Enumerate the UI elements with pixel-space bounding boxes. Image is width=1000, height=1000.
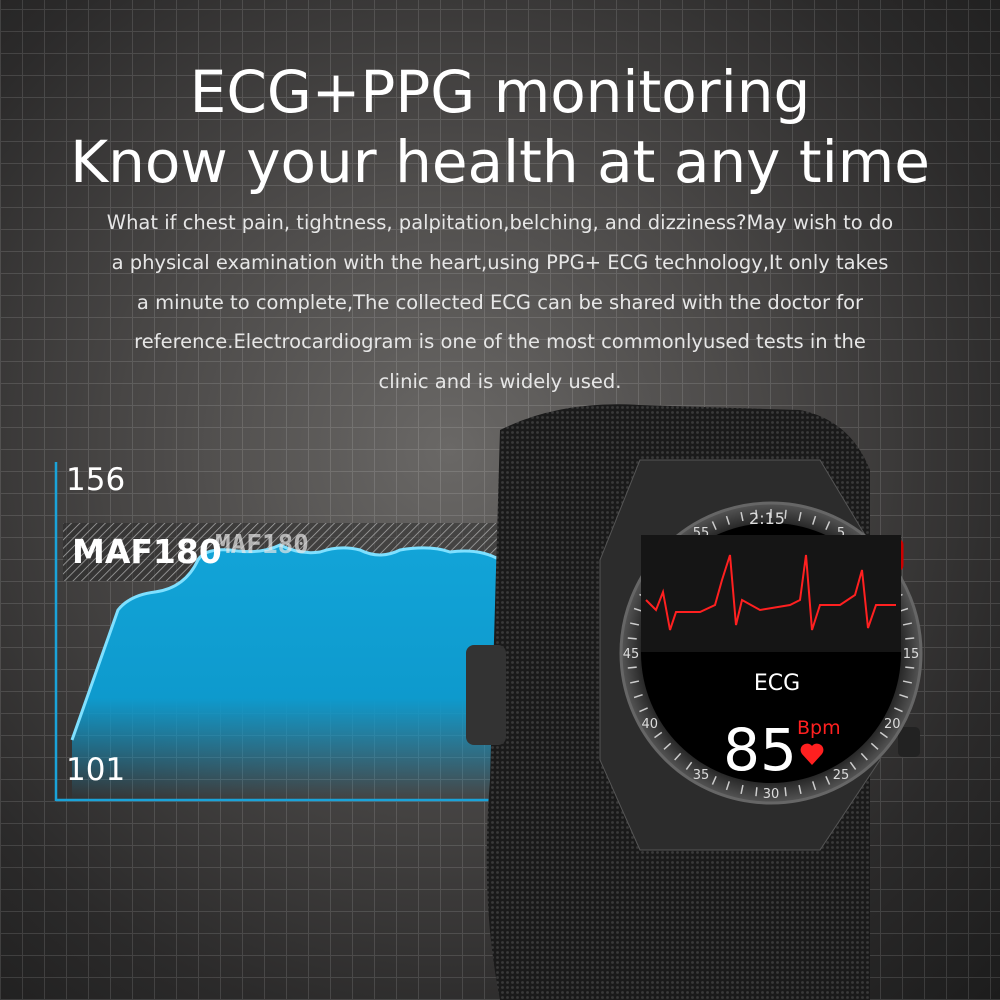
- bezel-tick: [740, 511, 744, 522]
- bezel-tick: [905, 666, 915, 669]
- bezel-number: 30: [763, 787, 780, 802]
- bezel-tick: [674, 752, 682, 761]
- heart-rate-unit: Bpm: [797, 717, 841, 739]
- strap-connector: [466, 645, 506, 745]
- bezel-tick: [627, 637, 637, 640]
- bezel-tick: [740, 784, 744, 795]
- bezel-tick: [870, 742, 879, 750]
- bezel-tick: [798, 784, 802, 795]
- bezel-tick: [627, 666, 637, 669]
- bezel-number: 45: [623, 647, 640, 662]
- bezel-tick: [902, 622, 913, 626]
- bezel-tick: [629, 622, 640, 626]
- y-max-label: 156: [66, 462, 126, 498]
- bezel-tick: [663, 742, 672, 750]
- bezel-tick: [725, 515, 730, 525]
- ecg-waveform: [645, 554, 896, 631]
- bezel-tick: [902, 680, 913, 684]
- bezel-number: 15: [903, 647, 920, 662]
- bezel-tick: [633, 694, 643, 699]
- bezel-tick: [860, 752, 868, 761]
- bezel-ticks: 510152025303540455055: [623, 509, 920, 802]
- bezel-tick: [784, 509, 787, 519]
- ppg-line: [70, 543, 501, 741]
- chart: MAF180: [54, 462, 503, 802]
- bezel-tick: [629, 680, 640, 684]
- bezel-tick: [812, 781, 817, 791]
- bezel-tick: [825, 521, 831, 530]
- description-line: a physical examination with the heart,us…: [111, 250, 889, 274]
- ecg-panel: [641, 535, 901, 652]
- headline-line2: Know your health at any time: [70, 128, 930, 196]
- watch-time: 2:15: [749, 509, 785, 528]
- y-min-label: 101: [66, 752, 126, 788]
- watch-mode: ECG: [754, 671, 800, 696]
- bezel-tick: [725, 781, 730, 791]
- bezel-tick: [711, 776, 717, 785]
- headline-line1: ECG+PPG monitoring: [189, 58, 811, 126]
- band-label-ghost: MAF180: [215, 530, 309, 560]
- bezel-number: 35: [693, 768, 710, 783]
- bezel-tick: [899, 694, 909, 699]
- bezel-tick: [755, 787, 758, 797]
- bezel-tick: [639, 707, 648, 713]
- bezel-tick: [784, 787, 787, 797]
- description-line: What if chest pain, tightness, palpitati…: [106, 211, 894, 234]
- description: What if chest pain, tightness, palpitati…: [70, 203, 930, 402]
- crown-button-bottom: [898, 727, 920, 757]
- bezel-tick: [798, 511, 802, 522]
- bezel-tick: [894, 707, 903, 713]
- bezel-number: 5: [837, 526, 845, 541]
- bezel-tick: [879, 731, 888, 739]
- smartwatch: 510152025303540455055 2:15 ECG 85 Bpm: [466, 404, 923, 1000]
- description-line: clinic and is widely used.: [378, 370, 622, 394]
- bezel-tick: [711, 521, 717, 530]
- heart-icon: [800, 743, 824, 765]
- bezel-tick: [812, 515, 817, 525]
- band-label: MAF180: [72, 532, 222, 571]
- bezel-tick: [755, 509, 758, 519]
- description-line: reference.Electrocardiogram is one of th…: [134, 330, 866, 354]
- bezel-tick: [849, 761, 857, 770]
- bezel-tick: [905, 637, 915, 640]
- description-line: a minute to complete,The collected ECG c…: [136, 290, 864, 314]
- bezel-number: 25: [833, 768, 850, 783]
- bezel-tick: [685, 761, 693, 770]
- heart-rate: 85: [723, 716, 797, 784]
- ppg-area: [72, 545, 500, 800]
- bezel-number: 20: [884, 717, 901, 732]
- bezel-tick: [825, 776, 831, 785]
- bezel-number: 40: [641, 717, 658, 732]
- bezel-tick: [654, 731, 663, 739]
